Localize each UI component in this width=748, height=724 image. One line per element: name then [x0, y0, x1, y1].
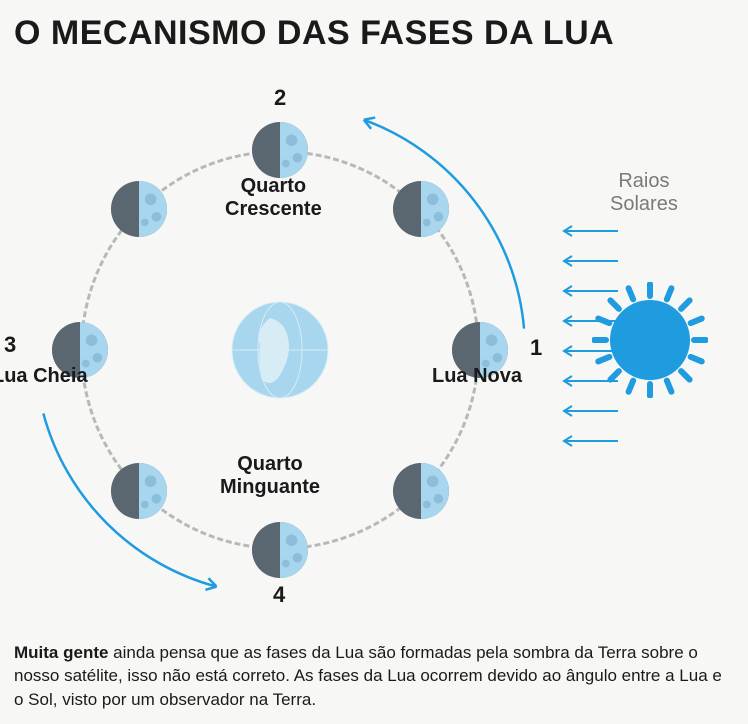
moon-phase-diagram: RaiosSolares [0, 60, 748, 620]
caption-rest: ainda pensa que as fases da Lua são form… [14, 643, 722, 710]
caption-lead: Muita gente [14, 643, 108, 662]
caption-text: Muita gente ainda pensa que as fases da … [14, 641, 734, 712]
page-title: O MECANISMO DAS FASES DA LUA [0, 0, 748, 53]
